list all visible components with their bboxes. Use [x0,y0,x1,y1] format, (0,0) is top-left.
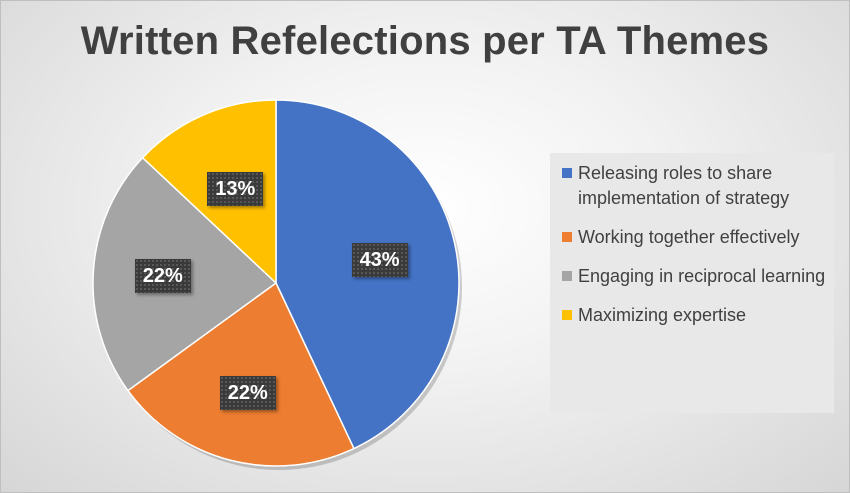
legend-swatch [562,168,572,178]
legend: Releasing roles to share implementation … [550,153,834,413]
legend-label: Engaging in reciprocal learning [578,266,826,286]
legend-item: Working together effectively [562,225,828,250]
legend-item: Engaging in reciprocal learning [562,264,828,289]
data-label: 13% [207,171,264,206]
data-label: 22% [219,375,276,410]
legend-swatch [562,310,572,320]
legend-swatch [562,271,572,281]
legend-label: Working together effectively [578,227,800,247]
legend-label: Releasing roles to share implementation … [578,163,790,208]
legend-item: Releasing roles to share implementation … [562,161,828,211]
data-label: 22% [134,258,191,293]
data-label: 43% [351,242,408,277]
legend-item: Maximizing expertise [562,303,828,328]
pie-slice [126,281,355,467]
legend-swatch [562,232,572,242]
chart-title: Written Refelections per TA Themes [80,19,770,63]
legend-label: Maximizing expertise [578,305,747,325]
